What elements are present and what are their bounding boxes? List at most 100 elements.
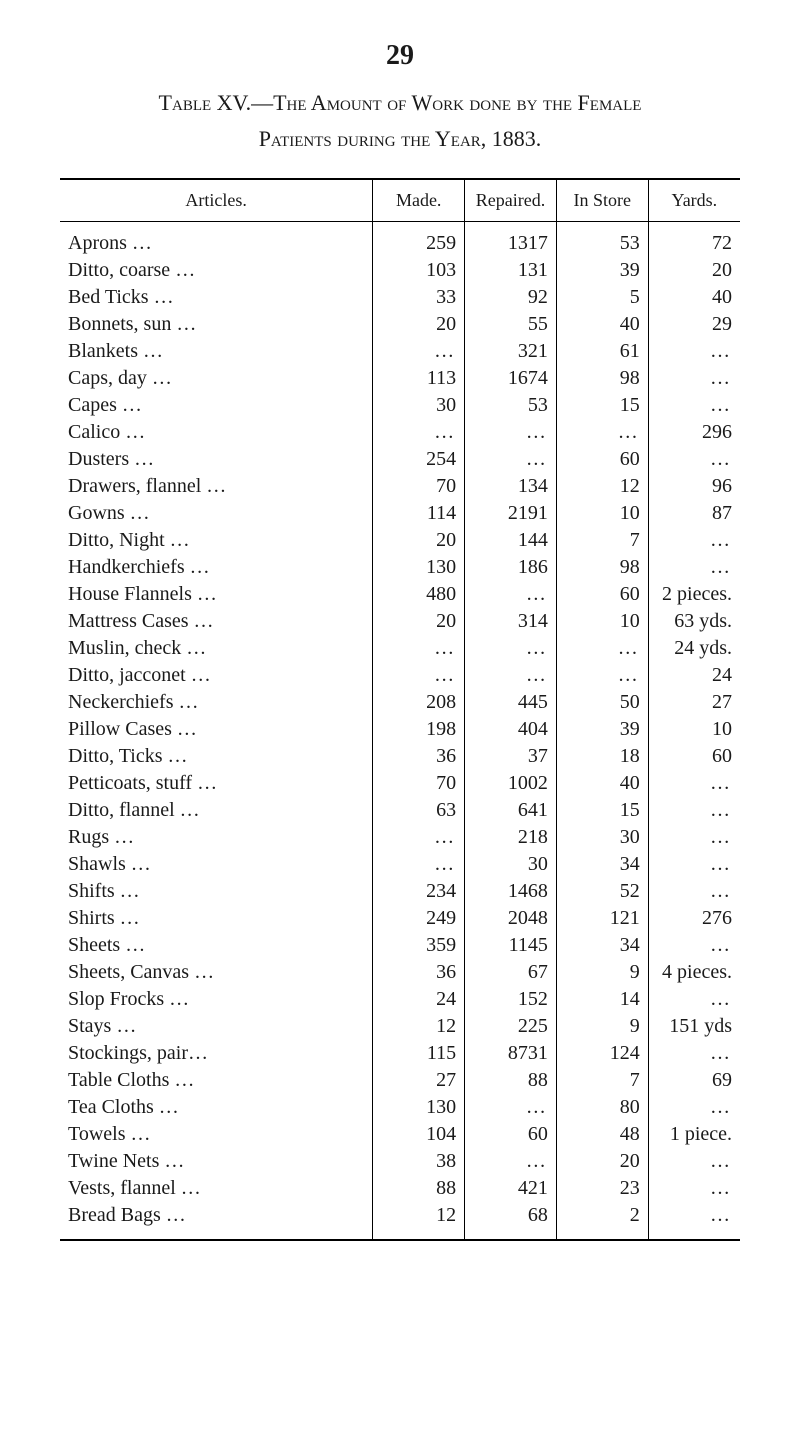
cell-repaired: 1317 bbox=[465, 222, 557, 258]
cell-repaired: 92 bbox=[465, 284, 557, 311]
cell-made: 36 bbox=[373, 959, 465, 986]
cell-in_store: 34 bbox=[556, 932, 648, 959]
cell-yards: 40 bbox=[648, 284, 740, 311]
cell-in_store: 98 bbox=[556, 365, 648, 392]
cell-yards: 60 bbox=[648, 743, 740, 770]
cell-made: … bbox=[373, 824, 465, 851]
cell-made: 115 bbox=[373, 1040, 465, 1067]
table-row: Table Cloths …2788769 bbox=[60, 1067, 740, 1094]
table-row: Ditto, Ticks …36371860 bbox=[60, 743, 740, 770]
cell-article: House Flannels … bbox=[60, 581, 373, 608]
cell-in_store: 80 bbox=[556, 1094, 648, 1121]
cell-in_store: 98 bbox=[556, 554, 648, 581]
cell-made: 249 bbox=[373, 905, 465, 932]
cell-in_store: 48 bbox=[556, 1121, 648, 1148]
table-row: Shifts …234146852… bbox=[60, 878, 740, 905]
cell-in_store: 39 bbox=[556, 716, 648, 743]
cell-yards: 151 yds bbox=[648, 1013, 740, 1040]
cell-article: Table Cloths … bbox=[60, 1067, 373, 1094]
cell-yards: … bbox=[648, 1148, 740, 1175]
cell-repaired: … bbox=[465, 446, 557, 473]
cell-repaired: … bbox=[465, 1094, 557, 1121]
cell-yards: … bbox=[648, 338, 740, 365]
cell-in_store: 50 bbox=[556, 689, 648, 716]
cell-made: 33 bbox=[373, 284, 465, 311]
col-made: Made. bbox=[373, 179, 465, 222]
cell-in_store: … bbox=[556, 419, 648, 446]
cell-in_store: 53 bbox=[556, 222, 648, 258]
table-row: Stockings, pair…1158731124… bbox=[60, 1040, 740, 1067]
cell-yards: 24 yds. bbox=[648, 635, 740, 662]
table-row: Shirts …2492048121276 bbox=[60, 905, 740, 932]
table-row: Bonnets, sun …20554029 bbox=[60, 311, 740, 338]
cell-article: Shirts … bbox=[60, 905, 373, 932]
cell-repaired: 37 bbox=[465, 743, 557, 770]
cell-in_store: 9 bbox=[556, 1013, 648, 1040]
cell-made: 24 bbox=[373, 986, 465, 1013]
cell-made: 114 bbox=[373, 500, 465, 527]
cell-article: Stockings, pair… bbox=[60, 1040, 373, 1067]
cell-made: 63 bbox=[373, 797, 465, 824]
cell-yards: … bbox=[648, 527, 740, 554]
cell-made: 20 bbox=[373, 311, 465, 338]
cell-repaired: 218 bbox=[465, 824, 557, 851]
cell-article: Blankets … bbox=[60, 338, 373, 365]
table-row: Mattress Cases …203141063 yds. bbox=[60, 608, 740, 635]
page-title-line-1: Table XV.—The Amount of Work done by the… bbox=[60, 90, 740, 116]
cell-made: 27 bbox=[373, 1067, 465, 1094]
cell-repaired: … bbox=[465, 581, 557, 608]
table-row: Sheets, Canvas …366794 pieces. bbox=[60, 959, 740, 986]
cell-in_store: 14 bbox=[556, 986, 648, 1013]
cell-in_store: 52 bbox=[556, 878, 648, 905]
cell-yards: … bbox=[648, 554, 740, 581]
cell-repaired: 2048 bbox=[465, 905, 557, 932]
cell-repaired: 67 bbox=[465, 959, 557, 986]
table-row: Blankets ……32161… bbox=[60, 338, 740, 365]
cell-article: Rugs … bbox=[60, 824, 373, 851]
col-yards: Yards. bbox=[648, 179, 740, 222]
cell-article: Ditto, coarse … bbox=[60, 257, 373, 284]
cell-in_store: 40 bbox=[556, 770, 648, 797]
cell-made: 36 bbox=[373, 743, 465, 770]
cell-in_store: 23 bbox=[556, 1175, 648, 1202]
table-row: Ditto, jacconet …………24 bbox=[60, 662, 740, 689]
page-number: 29 bbox=[60, 40, 740, 72]
table-row: Tea Cloths …130…80… bbox=[60, 1094, 740, 1121]
cell-article: Drawers, flannel … bbox=[60, 473, 373, 500]
cell-article: Petticoats, stuff … bbox=[60, 770, 373, 797]
cell-in_store: 2 bbox=[556, 1202, 648, 1240]
col-instore: In Store bbox=[556, 179, 648, 222]
cell-article: Sheets, Canvas … bbox=[60, 959, 373, 986]
table-row: Towels …10460481 piece. bbox=[60, 1121, 740, 1148]
cell-repaired: 60 bbox=[465, 1121, 557, 1148]
table-row: Drawers, flannel …701341296 bbox=[60, 473, 740, 500]
cell-in_store: 39 bbox=[556, 257, 648, 284]
cell-article: Shifts … bbox=[60, 878, 373, 905]
cell-article: Ditto, Night … bbox=[60, 527, 373, 554]
cell-repaired: … bbox=[465, 1148, 557, 1175]
cell-repaired: 404 bbox=[465, 716, 557, 743]
cell-article: Stays … bbox=[60, 1013, 373, 1040]
table-row: Bread Bags …12682… bbox=[60, 1202, 740, 1240]
cell-article: Ditto, jacconet … bbox=[60, 662, 373, 689]
cell-in_store: 61 bbox=[556, 338, 648, 365]
cell-yards: 296 bbox=[648, 419, 740, 446]
cell-repaired: … bbox=[465, 635, 557, 662]
cell-in_store: 124 bbox=[556, 1040, 648, 1067]
cell-article: Pillow Cases … bbox=[60, 716, 373, 743]
cell-repaired: … bbox=[465, 662, 557, 689]
cell-made: … bbox=[373, 851, 465, 878]
cell-yards: … bbox=[648, 365, 740, 392]
cell-repaired: 421 bbox=[465, 1175, 557, 1202]
cell-made: 20 bbox=[373, 527, 465, 554]
cell-yards: … bbox=[648, 878, 740, 905]
cell-repaired: 1674 bbox=[465, 365, 557, 392]
cell-repaired: 8731 bbox=[465, 1040, 557, 1067]
cell-yards: 24 bbox=[648, 662, 740, 689]
cell-yards: … bbox=[648, 770, 740, 797]
table-row: Ditto, coarse …1031313920 bbox=[60, 257, 740, 284]
cell-made: 70 bbox=[373, 473, 465, 500]
table-row: Pillow Cases …1984043910 bbox=[60, 716, 740, 743]
cell-yards: … bbox=[648, 1175, 740, 1202]
page-title-line-2: Patients during the Year, 1883. bbox=[60, 126, 740, 152]
